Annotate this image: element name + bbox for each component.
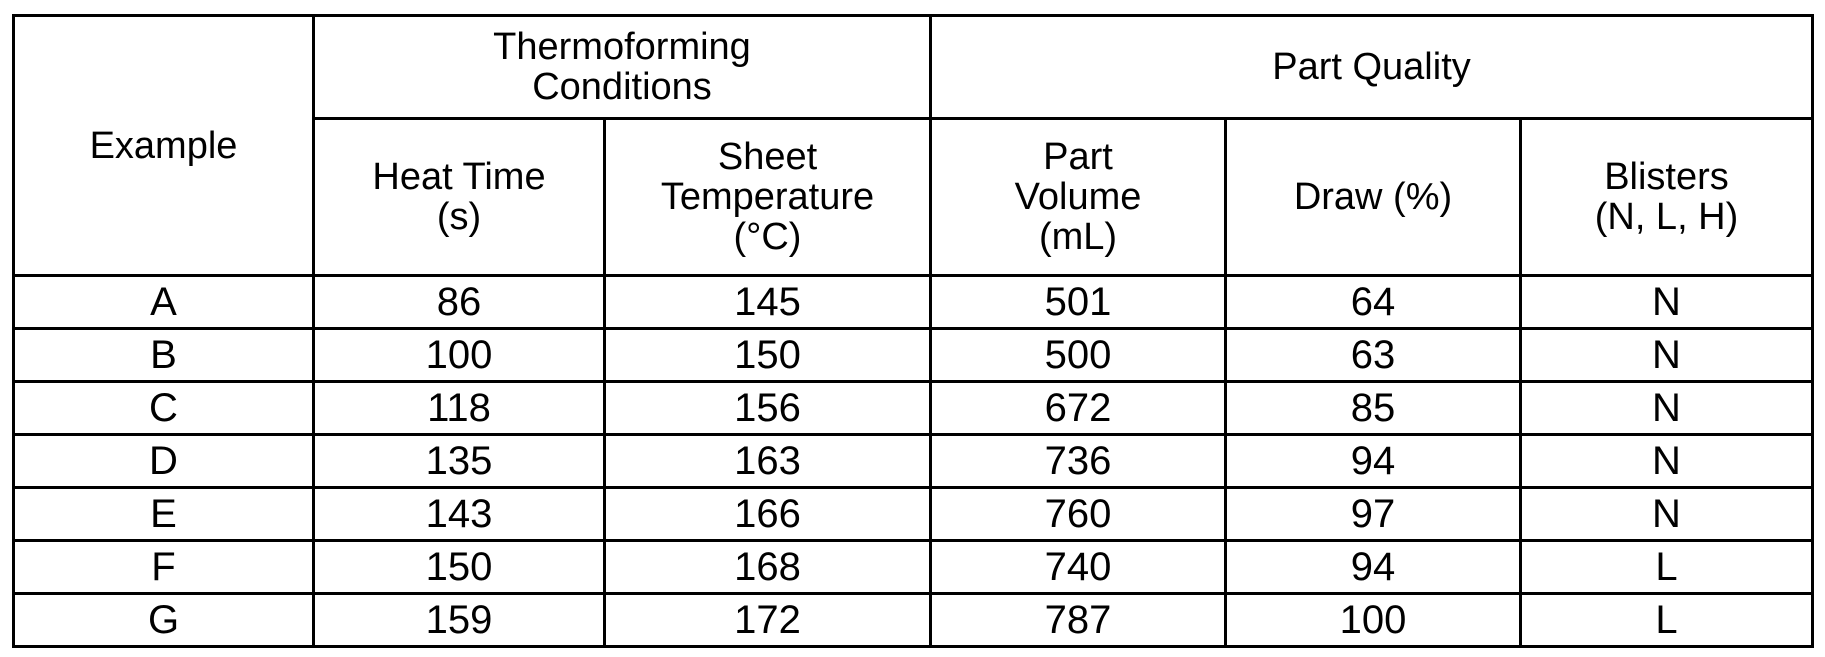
table-cell: 94 — [1226, 435, 1521, 488]
table-cell: 85 — [1226, 382, 1521, 435]
table-cell: B — [14, 329, 314, 382]
table-cell: 63 — [1226, 329, 1521, 382]
table-row: E14316676097N — [14, 488, 1813, 541]
table-cell: 159 — [314, 594, 605, 647]
table-cell: 500 — [931, 329, 1226, 382]
column-header: Blisters (N, L, H) — [1521, 119, 1813, 276]
table-cell: 118 — [314, 382, 605, 435]
table-row: D13516373694N — [14, 435, 1813, 488]
table-cell: 672 — [931, 382, 1226, 435]
table-cell: 145 — [605, 276, 931, 329]
column-header: Sheet Temperature (°C) — [605, 119, 931, 276]
table-cell: A — [14, 276, 314, 329]
table-cell: 736 — [931, 435, 1226, 488]
table-cell: 166 — [605, 488, 931, 541]
table-cell: N — [1521, 329, 1813, 382]
group-header: Thermoforming Conditions — [314, 16, 931, 119]
table-cell: 150 — [605, 329, 931, 382]
table-cell: N — [1521, 488, 1813, 541]
table-row: A8614550164N — [14, 276, 1813, 329]
table-cell: D — [14, 435, 314, 488]
table-cell: G — [14, 594, 314, 647]
table-cell: L — [1521, 541, 1813, 594]
table-cell: 760 — [931, 488, 1226, 541]
table-cell: C — [14, 382, 314, 435]
column-header: Draw (%) — [1226, 119, 1521, 276]
table-cell: 100 — [1226, 594, 1521, 647]
table-cell: 94 — [1226, 541, 1521, 594]
table-cell: 100 — [314, 329, 605, 382]
table-cell: 501 — [931, 276, 1226, 329]
table-cell: F — [14, 541, 314, 594]
table-cell: N — [1521, 276, 1813, 329]
table-row: B10015050063N — [14, 329, 1813, 382]
table-cell: 150 — [314, 541, 605, 594]
table-cell: 64 — [1226, 276, 1521, 329]
header-row: Example Thermoforming ConditionsPart Qua… — [14, 16, 1813, 119]
table-cell: 156 — [605, 382, 931, 435]
table-cell: L — [1521, 594, 1813, 647]
table-cell: 172 — [605, 594, 931, 647]
table-cell: E — [14, 488, 314, 541]
table-cell: 97 — [1226, 488, 1521, 541]
table-cell: 143 — [314, 488, 605, 541]
table-cell: N — [1521, 435, 1813, 488]
table-cell: 86 — [314, 276, 605, 329]
table-row: C11815667285N — [14, 382, 1813, 435]
table-cell: 168 — [605, 541, 931, 594]
table-cell: 740 — [931, 541, 1226, 594]
table-cell: 135 — [314, 435, 605, 488]
data-table: Example Thermoforming ConditionsPart Qua… — [12, 14, 1814, 648]
table-cell: N — [1521, 382, 1813, 435]
table-row: F15016874094L — [14, 541, 1813, 594]
table-cell: 163 — [605, 435, 931, 488]
column-header: Part Volume (mL) — [931, 119, 1226, 276]
column-header: Heat Time (s) — [314, 119, 605, 276]
table-cell: 787 — [931, 594, 1226, 647]
header-cell: Example — [14, 16, 314, 276]
table-body: A8614550164NB10015050063NC11815667285ND1… — [14, 276, 1813, 647]
table-row: G159172787100L — [14, 594, 1813, 647]
group-header: Part Quality — [931, 16, 1813, 119]
